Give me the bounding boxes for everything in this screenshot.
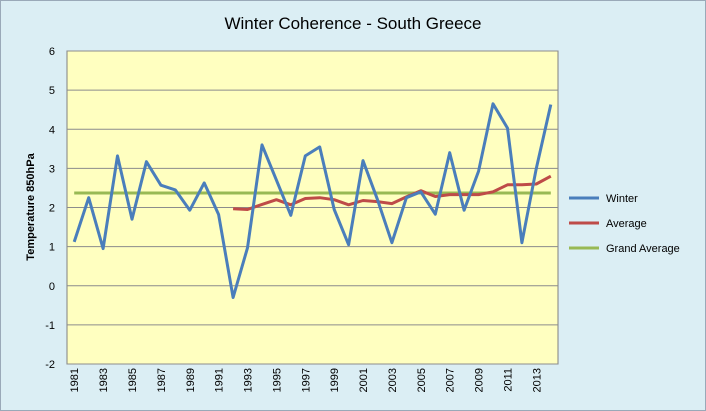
series-line-winter xyxy=(72,102,553,299)
y-tick-label: -2 xyxy=(45,359,55,371)
x-tick-label: 1983 xyxy=(98,368,110,392)
x-tick-label: 1999 xyxy=(329,368,341,392)
x-tick-label: 2009 xyxy=(474,368,486,392)
x-tick-label: 1989 xyxy=(185,368,197,392)
y-tick-label: 4 xyxy=(49,124,55,136)
x-tick-label: 2003 xyxy=(387,368,399,392)
legend: Winter Average Grand Average xyxy=(569,193,680,255)
y-axis-label: Temperature 850hPa xyxy=(25,152,37,260)
y-tick-label: 1 xyxy=(49,242,55,254)
series-lines xyxy=(72,102,553,299)
legend-label-winter: Winter xyxy=(606,193,638,205)
x-tick-label: 1995 xyxy=(271,368,283,392)
y-tick-label: 6 xyxy=(49,46,55,58)
y-tick-labels: 6 5 4 3 2 1 0 -1 -2 xyxy=(45,46,55,371)
x-tick-label: 2007 xyxy=(445,368,457,392)
x-tick-label: 1991 xyxy=(214,368,226,392)
y-tick-label: 2 xyxy=(49,203,55,215)
y-tick-label: 5 xyxy=(49,85,55,97)
grid-lines xyxy=(67,50,558,365)
x-tick-label: 2005 xyxy=(416,368,428,392)
y-tick-label: -1 xyxy=(45,320,55,332)
legend-label-grand-average: Grand Average xyxy=(606,243,680,255)
x-tick-label: 1981 xyxy=(69,368,81,392)
legend-label-average: Average xyxy=(606,218,647,230)
x-tick-label: 1985 xyxy=(127,368,139,392)
x-tick-label: 2013 xyxy=(531,368,543,392)
x-tick-label: 2001 xyxy=(358,368,370,392)
y-tick-label: 0 xyxy=(49,281,55,293)
x-tick-labels: 1981 1983 1985 1987 1989 1991 1993 1995 1997 1999… xyxy=(69,368,543,392)
x-tick-label: 2011 xyxy=(502,368,514,392)
y-tick-label: 3 xyxy=(49,163,55,175)
chart-title: Winter Coherence - South Greece xyxy=(224,14,481,33)
x-tick-label: 1987 xyxy=(156,368,168,392)
x-tick-label: 1997 xyxy=(300,368,312,392)
x-tick-label: 1993 xyxy=(243,368,255,392)
